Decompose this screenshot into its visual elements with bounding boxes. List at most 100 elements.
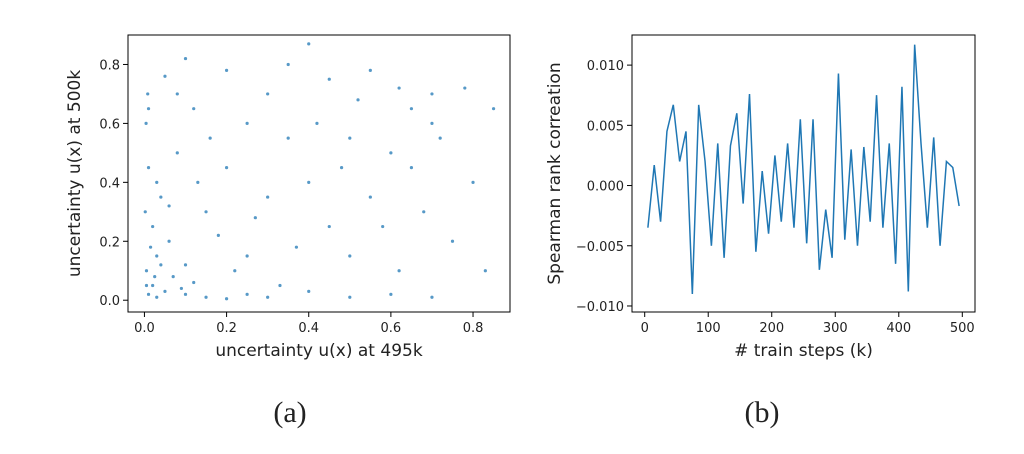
point xyxy=(409,166,414,170)
point xyxy=(409,107,414,111)
point xyxy=(266,92,270,96)
point xyxy=(167,239,171,243)
y-tick-label: 0.2 xyxy=(99,235,120,250)
point xyxy=(315,121,319,126)
point xyxy=(471,180,475,184)
point xyxy=(171,275,175,279)
point xyxy=(430,295,434,299)
point xyxy=(233,269,237,273)
point xyxy=(155,180,159,184)
line xyxy=(647,44,960,294)
point xyxy=(146,166,151,170)
point xyxy=(438,136,442,140)
point xyxy=(348,254,352,258)
x-tick-label: 100 xyxy=(696,321,721,336)
y-tick-label: 0.8 xyxy=(99,58,120,73)
y-tick-label: 0.005 xyxy=(587,119,624,134)
point xyxy=(146,292,151,296)
x-tick-label: 0.6 xyxy=(381,321,402,336)
point xyxy=(204,295,208,299)
point xyxy=(266,195,270,199)
point xyxy=(192,280,196,285)
point xyxy=(430,121,434,126)
x-tick-label: 200 xyxy=(759,321,784,336)
point xyxy=(144,121,148,126)
point xyxy=(245,121,249,126)
point xyxy=(307,42,311,46)
point xyxy=(348,295,352,299)
point xyxy=(339,166,344,170)
point xyxy=(483,269,487,273)
x-tick-label: 300 xyxy=(823,321,848,336)
point xyxy=(183,292,188,296)
point xyxy=(327,77,331,81)
point xyxy=(144,283,149,288)
x-tick-label: 0.8 xyxy=(463,321,484,336)
point xyxy=(155,254,159,258)
point xyxy=(183,56,188,61)
point xyxy=(463,86,467,90)
point xyxy=(224,68,229,72)
point xyxy=(327,224,331,229)
point xyxy=(159,195,163,199)
point xyxy=(266,295,270,299)
caption: (b) xyxy=(745,396,780,429)
y-tick-label: 0.000 xyxy=(587,180,624,195)
point xyxy=(151,283,155,288)
x-tick-label: 500 xyxy=(950,321,975,336)
point xyxy=(153,275,157,279)
point xyxy=(389,292,393,296)
point xyxy=(151,224,155,229)
x-axis-label: # train steps (k) xyxy=(734,341,873,361)
point xyxy=(397,86,401,90)
point xyxy=(146,92,150,96)
y-tick-label: 0.010 xyxy=(587,59,624,74)
point xyxy=(430,92,434,96)
point xyxy=(167,204,171,208)
point xyxy=(397,269,401,273)
point xyxy=(348,136,352,140)
point xyxy=(307,289,311,293)
point xyxy=(148,245,153,249)
y-axis-label: uncertainty u(x) at 500k xyxy=(65,70,85,277)
point xyxy=(381,224,385,229)
point xyxy=(144,269,149,273)
x-axis-label: uncertainty u(x) at 495k xyxy=(215,341,422,361)
y-axis-label: Spearman rank correation xyxy=(545,62,565,284)
point xyxy=(245,254,249,258)
point xyxy=(422,210,426,214)
point xyxy=(450,239,455,243)
point xyxy=(204,210,208,214)
point xyxy=(245,292,249,296)
point xyxy=(143,210,147,214)
point xyxy=(224,297,229,301)
y-tick-label: 0.6 xyxy=(99,117,120,132)
x-tick-label: 0.2 xyxy=(216,321,237,336)
point xyxy=(368,68,372,72)
points xyxy=(143,42,496,301)
point xyxy=(163,74,167,78)
point xyxy=(159,263,163,267)
y-tick-label: 0.4 xyxy=(99,176,120,191)
axes-frame xyxy=(631,34,976,313)
point xyxy=(192,107,196,111)
point xyxy=(278,283,282,288)
axes-frame xyxy=(127,34,511,313)
point xyxy=(294,245,299,249)
point xyxy=(208,136,212,140)
x-tick-label: 0.4 xyxy=(298,321,319,336)
x-tick-label: 0.0 xyxy=(134,321,155,336)
point xyxy=(155,295,159,299)
point xyxy=(196,180,200,184)
point xyxy=(286,136,290,140)
y-tick-label: 0.0 xyxy=(99,294,120,309)
point xyxy=(307,180,311,184)
point xyxy=(175,92,179,96)
caption: (a) xyxy=(273,396,306,429)
y-tick-label: −0.005 xyxy=(576,240,624,255)
point xyxy=(179,286,183,291)
point xyxy=(286,62,290,67)
y-tick-label: −0.010 xyxy=(576,300,624,315)
point xyxy=(253,216,257,220)
